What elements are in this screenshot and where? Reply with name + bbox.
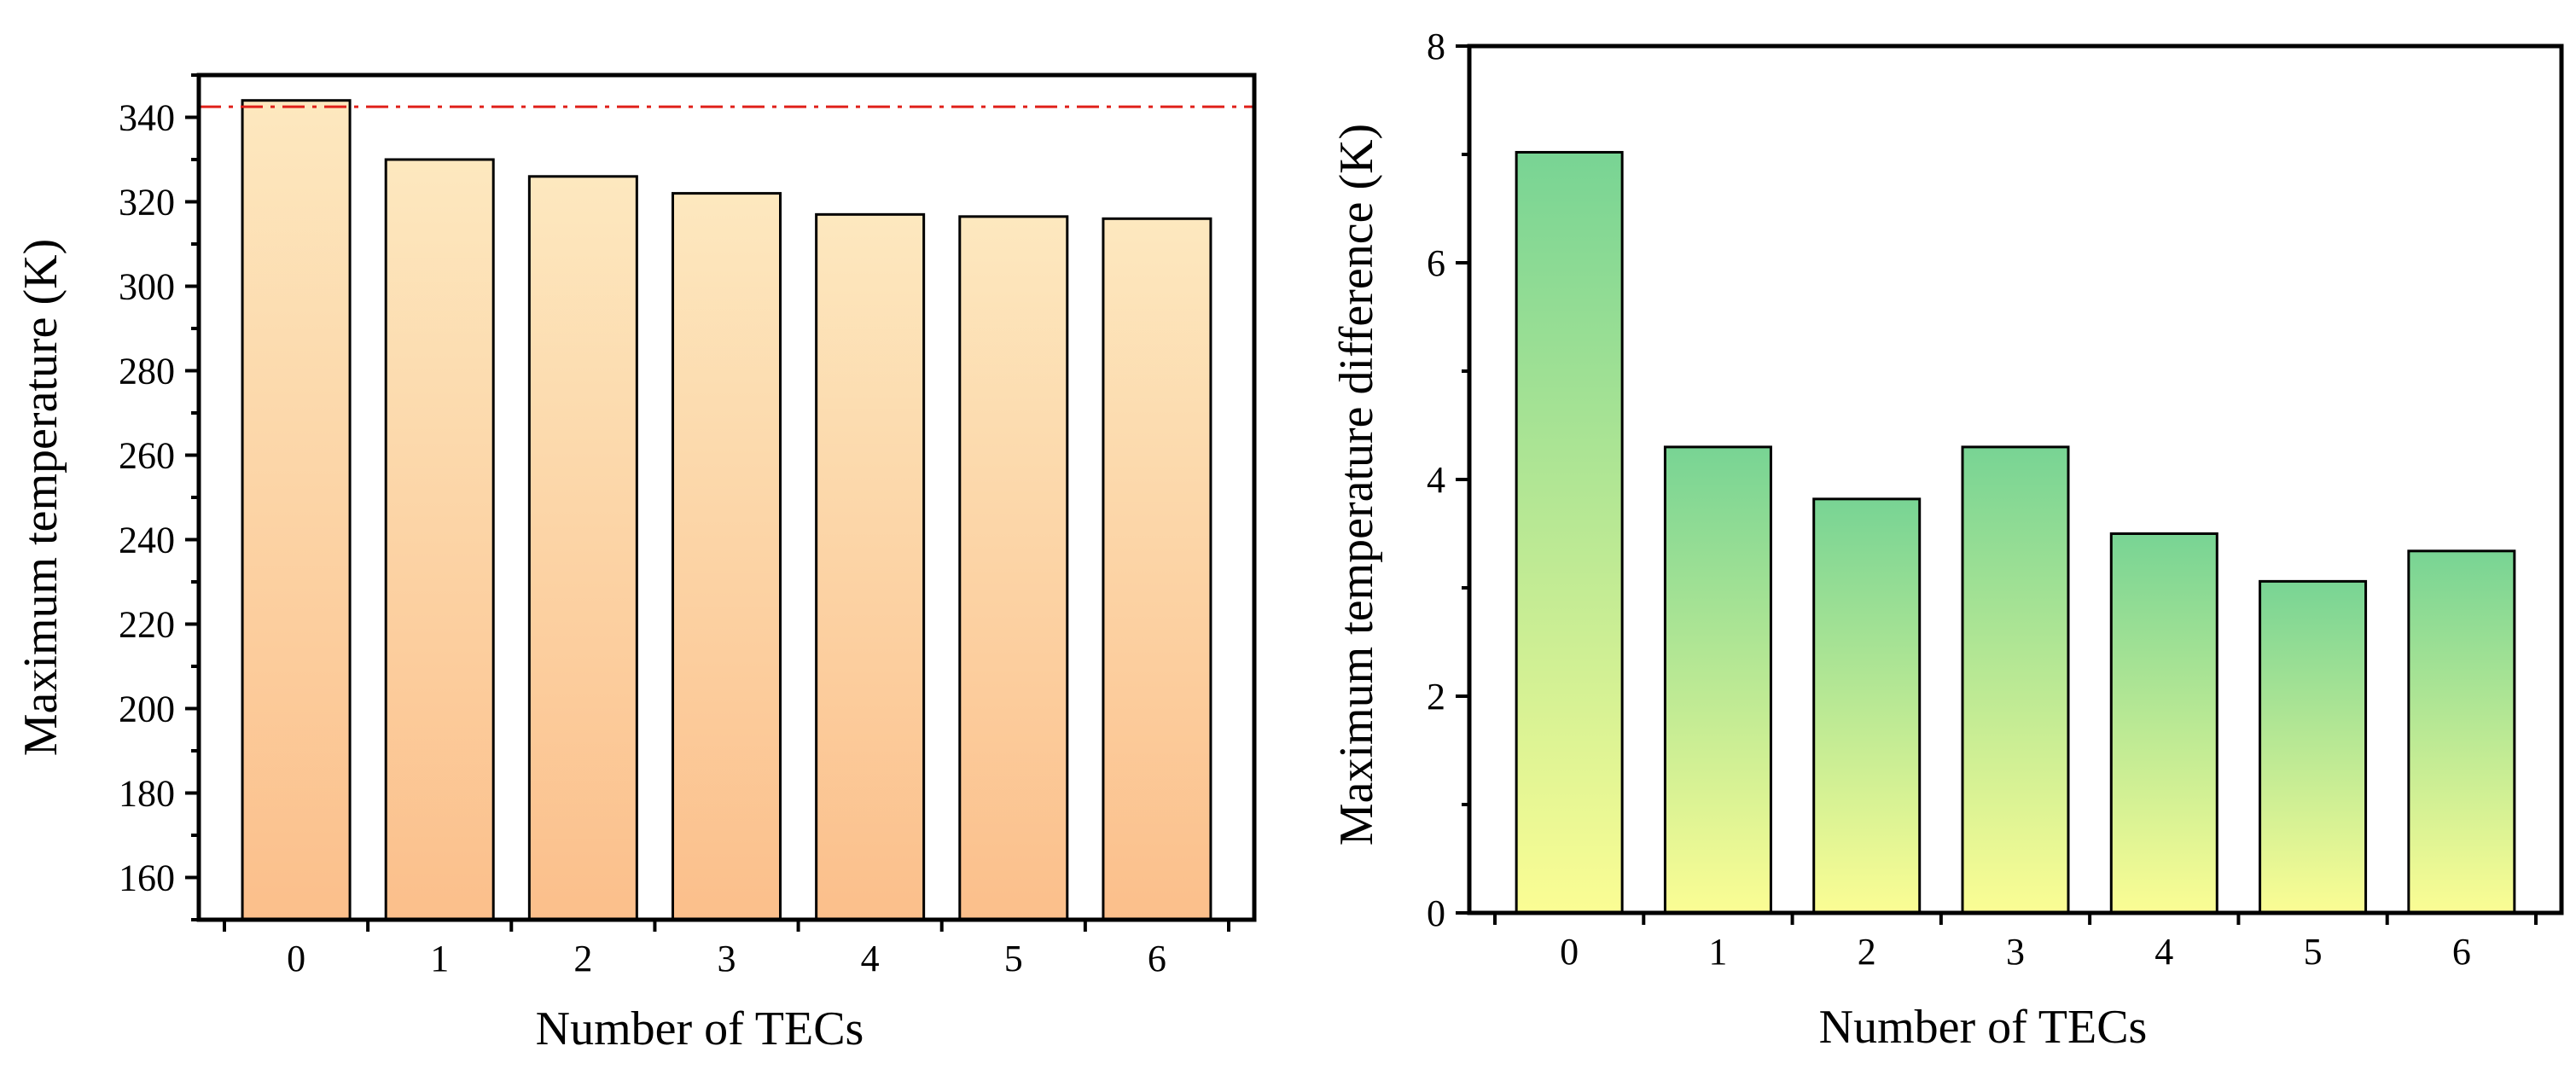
x-tick-label: 0 bbox=[287, 938, 305, 979]
y-tick-label: 200 bbox=[119, 689, 175, 730]
bar-2 bbox=[527, 175, 638, 921]
y-tick-label: 0 bbox=[1427, 892, 1445, 934]
left-bars bbox=[241, 99, 1212, 921]
bar-0 bbox=[1515, 150, 1624, 915]
bar-3 bbox=[1961, 445, 2070, 915]
y-tick-label: 2 bbox=[1427, 676, 1445, 718]
right-x-ticks: 0 1 2 3 4 5 6 bbox=[1493, 913, 2538, 973]
left-y-ticks: 160 180 200 220 240 260 280 300 320 340 bbox=[119, 73, 199, 921]
bar-4 bbox=[815, 212, 926, 921]
x-tick-label: 6 bbox=[2452, 931, 2471, 973]
left-x-ticks: 0 1 2 3 4 5 6 bbox=[223, 920, 1230, 979]
bar-4 bbox=[2109, 532, 2218, 915]
bar-2 bbox=[1812, 497, 1922, 915]
right-plot-frame bbox=[1467, 44, 2564, 915]
y-tick-label: 220 bbox=[119, 604, 175, 646]
right-chart: 0 2 4 6 8 0 1 2 3 4 5 6 Number of TECs Maximum tem… bbox=[1330, 26, 2564, 1054]
y-tick-label: 280 bbox=[119, 351, 175, 392]
x-tick-label: 0 bbox=[1560, 931, 1579, 973]
x-tick-label: 1 bbox=[1708, 931, 1727, 973]
bar-1 bbox=[1663, 445, 1772, 915]
right-bars bbox=[1515, 150, 2516, 915]
y-tick-label: 8 bbox=[1427, 26, 1445, 67]
bar-5 bbox=[958, 215, 1069, 921]
bar-3 bbox=[672, 192, 782, 921]
left-y-axis-title: Maximum temperature (K) bbox=[15, 239, 67, 756]
left-chart: 160 180 200 220 240 260 280 300 320 340 0 1 2 3 4 5 6 N… bbox=[15, 73, 1257, 1055]
bar-6 bbox=[2407, 549, 2516, 915]
x-tick-label: 2 bbox=[1858, 931, 1876, 973]
bar-1 bbox=[384, 158, 495, 921]
x-tick-label: 1 bbox=[430, 938, 449, 979]
right-y-ticks: 0 2 4 6 8 bbox=[1427, 26, 1469, 934]
right-x-axis-title: Number of TECs bbox=[1819, 1001, 2148, 1054]
x-tick-label: 3 bbox=[2006, 931, 2025, 973]
y-tick-label: 260 bbox=[119, 435, 175, 477]
y-tick-label: 6 bbox=[1427, 242, 1445, 284]
y-tick-label: 160 bbox=[119, 857, 175, 899]
bar-0 bbox=[241, 99, 352, 921]
y-tick-label: 4 bbox=[1427, 459, 1445, 501]
x-tick-label: 6 bbox=[1148, 938, 1166, 979]
x-tick-label: 4 bbox=[861, 938, 880, 979]
right-y-axis-title: Maximum temperature difference (K) bbox=[1330, 124, 1383, 845]
y-tick-label: 180 bbox=[119, 773, 175, 815]
y-tick-label: 320 bbox=[119, 182, 175, 224]
x-tick-label: 5 bbox=[1004, 938, 1023, 979]
y-tick-label: 340 bbox=[119, 97, 175, 139]
left-x-axis-title: Number of TECs bbox=[536, 1002, 864, 1055]
x-tick-label: 3 bbox=[718, 938, 736, 979]
left-plot-frame bbox=[196, 73, 1257, 922]
x-tick-label: 5 bbox=[2304, 931, 2323, 973]
y-tick-label: 240 bbox=[119, 520, 175, 561]
bar-6 bbox=[1102, 217, 1212, 921]
x-tick-label: 2 bbox=[573, 938, 592, 979]
bar-5 bbox=[2259, 579, 2368, 915]
y-tick-label: 300 bbox=[119, 266, 175, 308]
x-tick-label: 4 bbox=[2154, 931, 2173, 973]
